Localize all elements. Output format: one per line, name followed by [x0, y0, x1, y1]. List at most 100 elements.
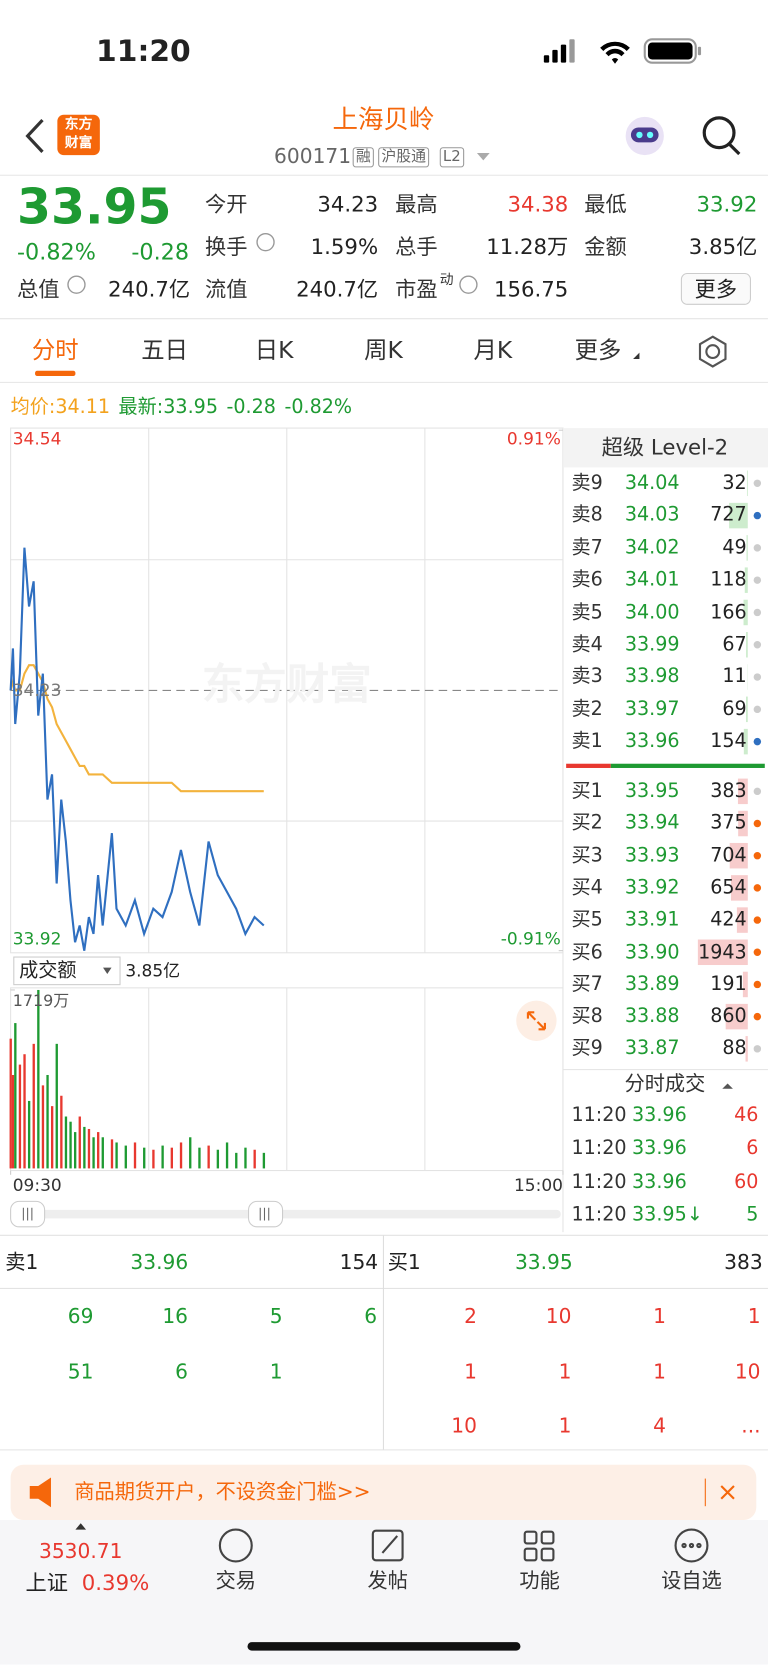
book-label: 卖5: [571, 600, 603, 624]
index-value[interactable]: 3530.71: [38, 1539, 123, 1564]
tab[interactable]: 分时: [31, 337, 79, 365]
search-icon[interactable]: [702, 116, 741, 156]
queue-label: 买1: [387, 1250, 421, 1275]
volume-bar: [50, 1106, 54, 1169]
book-price: 33.97: [624, 697, 680, 721]
book-volume: 154: [710, 730, 747, 753]
dropdown-arrow[interactable]: [476, 152, 490, 161]
book-price: 34.00: [624, 600, 680, 624]
volume-bar: [725, 1003, 748, 1030]
volume-bar: [207, 1145, 210, 1169]
trade-time: 11:20: [571, 1103, 627, 1127]
index-arrow: [75, 1523, 87, 1530]
index-change[interactable]: 0.39%: [81, 1569, 150, 1596]
book-dot: [753, 787, 762, 796]
book-price: 33.91: [624, 908, 680, 931]
more-button[interactable]: 更多: [680, 272, 751, 305]
tab-underline: [35, 370, 76, 377]
volume-bar: [32, 1043, 35, 1169]
trade-time: 11:20: [571, 1203, 627, 1227]
collapse-arrow[interactable]: [722, 1083, 733, 1089]
volume-bar: [743, 728, 748, 755]
nav-item[interactable]: 功能: [519, 1569, 560, 1593]
dropdown-arrow: [103, 967, 112, 975]
volume-bar: [744, 567, 748, 593]
volume-bar: [746, 696, 748, 723]
volume-dropdown[interactable]: [13, 956, 121, 986]
book-volume: 191: [710, 972, 747, 996]
trade-time: 11:20: [571, 1170, 627, 1193]
book-label: 卖6: [571, 568, 603, 591]
tab[interactable]: 日K: [254, 337, 294, 365]
book-dot: [753, 511, 762, 520]
volume-bar: [27, 1100, 31, 1169]
tab-arrow: [633, 352, 640, 360]
nav-item[interactable]: 交易: [215, 1569, 256, 1593]
back-button[interactable]: [25, 118, 44, 153]
tab[interactable]: 更多: [574, 337, 622, 365]
field-value: 11.28万: [486, 233, 569, 260]
book-volume: 67: [722, 633, 747, 656]
trade-volume: 5: [746, 1203, 759, 1227]
banner[interactable]: [10, 1464, 757, 1521]
book-price: 33.92: [624, 876, 680, 899]
book-volume: 704: [710, 844, 747, 867]
book-volume: 166: [710, 600, 747, 624]
y2-tick-label: -0.91%: [500, 928, 561, 949]
book-dot: [753, 851, 762, 860]
latest-value: 33.95: [163, 396, 218, 419]
slider[interactable]: [10, 1200, 561, 1228]
level2-header: [564, 428, 768, 468]
book-volume: 1943: [698, 940, 747, 964]
volume-bar: [697, 939, 748, 966]
book-label: 买7: [571, 972, 603, 996]
book-price: 33.90: [624, 940, 680, 964]
index-name[interactable]: 上证: [25, 1569, 68, 1596]
nav-item[interactable]: 设自选: [661, 1569, 722, 1593]
book-price: 33.98: [624, 665, 680, 688]
x-tick-label: 09:30: [12, 1175, 62, 1196]
book-price: 33.96: [624, 730, 680, 753]
book-volume: 424: [710, 908, 747, 931]
book-volume: 118: [710, 568, 747, 591]
volume-bar: [745, 1036, 748, 1062]
nav-item[interactable]: 发帖: [367, 1569, 408, 1593]
change: -0.28: [131, 239, 190, 265]
book-label: 卖1: [571, 730, 603, 753]
volume-bar: [60, 1095, 63, 1169]
banner-text[interactable]: 商品期货开户，不设资金门槛>>: [74, 1480, 371, 1504]
queue-volume: 154: [339, 1250, 379, 1275]
robot-icon[interactable]: [625, 116, 664, 156]
close-button[interactable]: [720, 1485, 735, 1500]
book-price: 33.87: [624, 1037, 680, 1060]
queue-label: 卖1: [5, 1250, 39, 1275]
book-price: 33.89: [624, 972, 680, 996]
book-label: 卖9: [571, 471, 603, 495]
avg-value: 34.11: [55, 396, 111, 419]
book-dot: [753, 819, 762, 828]
field-label: 今开: [205, 191, 248, 217]
expand-button[interactable]: [516, 1000, 557, 1041]
price-line: [9, 547, 265, 951]
volume-bar: [115, 1142, 118, 1169]
volume-bar: [101, 1137, 104, 1169]
stock-name: 上海贝岭: [332, 104, 435, 135]
field-label: 总值: [16, 276, 60, 302]
book-price: 33.99: [624, 633, 680, 656]
book-volume: 88: [722, 1037, 747, 1060]
bottom-nav: [0, 1520, 768, 1665]
tab[interactable]: 周K: [364, 337, 403, 365]
volume-bar: [161, 1145, 164, 1169]
book-dot: [753, 673, 762, 681]
tab[interactable]: 月K: [473, 337, 513, 365]
book-dot: [753, 1045, 762, 1053]
tab[interactable]: 五日: [141, 337, 189, 365]
volume-bar: [133, 1142, 137, 1169]
volume-title[interactable]: 成交额: [19, 959, 77, 982]
field-label: 流值: [205, 276, 248, 302]
latest-label: 最新:: [118, 396, 164, 419]
volume-bar: [55, 1043, 58, 1169]
settings-icon[interactable]: [698, 335, 727, 368]
